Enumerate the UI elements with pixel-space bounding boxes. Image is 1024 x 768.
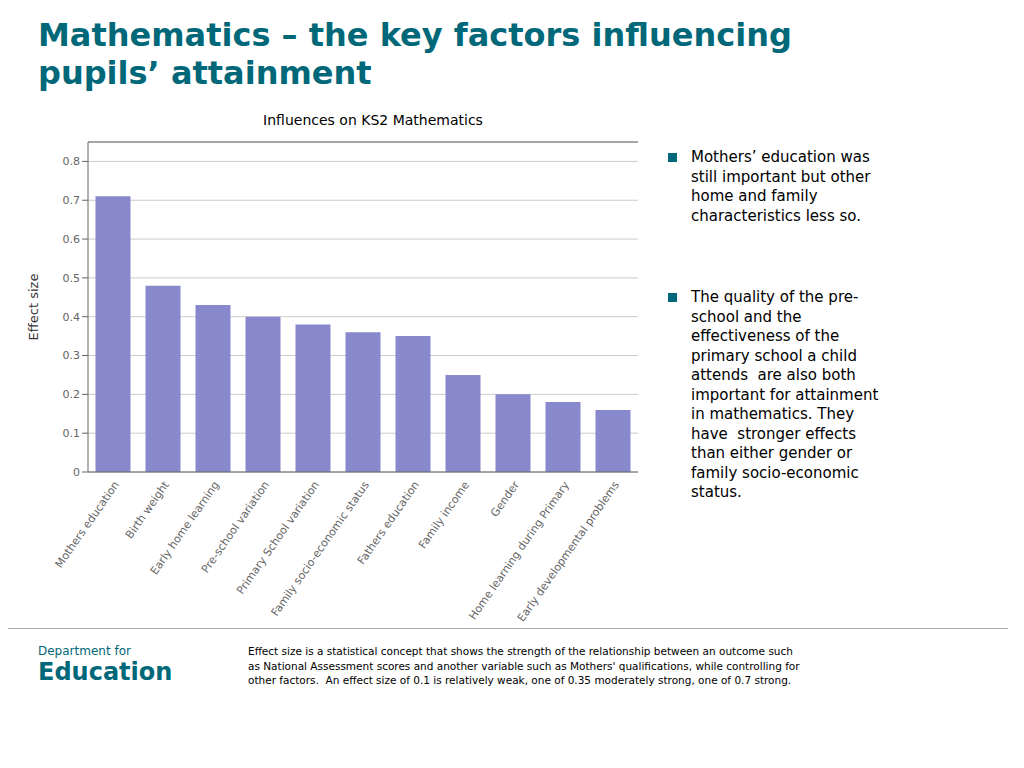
svg-text:Home learning during Primary: Home learning during Primary [466, 478, 572, 622]
svg-text:Pre-school variation: Pre-school variation [198, 478, 272, 576]
svg-text:Family socio-economic status: Family socio-economic status [269, 479, 373, 619]
svg-text:0.4: 0.4 [63, 311, 81, 324]
svg-text:Fathers education: Fathers education [355, 479, 422, 567]
svg-text:Family income: Family income [416, 479, 472, 552]
svg-text:0.3: 0.3 [63, 349, 81, 362]
svg-text:Effect size: Effect size [26, 274, 41, 341]
html-text:Effect size is a statistical c: Effect size is a statistical concept tha… [248, 645, 800, 687]
html-text:Education: Education [38, 658, 173, 686]
html-text:Mothers’ education was still i: Mothers’ education was still important b… [691, 148, 871, 225]
svg-text:Early developmental problems: Early developmental problems [515, 479, 622, 622]
html-text:Department for: Department for [38, 644, 131, 658]
svg-text:0.7: 0.7 [63, 194, 81, 207]
svg-text:0: 0 [73, 466, 80, 479]
html-text:Mathematics – the key factors: Mathematics – the key factors influencin… [38, 16, 792, 54]
svg-text:Primary School variation: Primary School variation [234, 479, 322, 597]
svg-text:Gender: Gender [488, 478, 522, 519]
html-text:Influences on KS2 Mathematics: Influences on KS2 Mathematics [263, 112, 483, 128]
html-text:pupils’ attainment: pupils’ attainment [38, 54, 372, 93]
svg-text:0.2: 0.2 [63, 388, 81, 401]
svg-text:Mothers education: Mothers education [53, 479, 123, 571]
svg-text:Birth weight: Birth weight [123, 478, 172, 541]
svg-text:Early home learning: Early home learning [147, 478, 222, 578]
svg-text:0.5: 0.5 [63, 272, 81, 285]
html-text:The quality of the pre- school: The quality of the pre- school and the e… [691, 288, 879, 501]
svg-text:0.6: 0.6 [63, 233, 81, 246]
svg-text:0.1: 0.1 [63, 427, 81, 440]
svg-text:0.8: 0.8 [63, 155, 81, 168]
